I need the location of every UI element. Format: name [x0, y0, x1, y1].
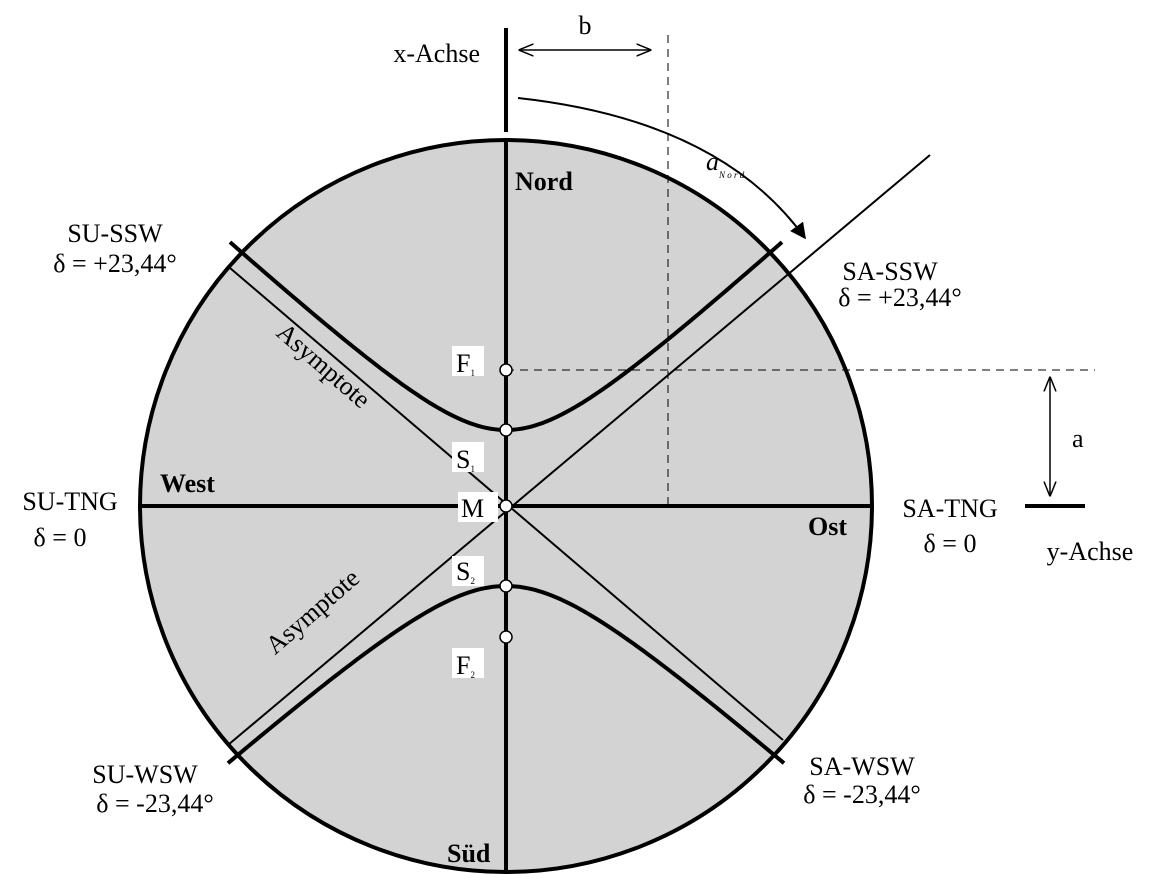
label: SA-SSW — [842, 257, 938, 286]
label: δ = -23,44° — [96, 789, 213, 818]
label: Süd — [447, 839, 491, 868]
label: δ = -23,44° — [803, 780, 920, 809]
label: Nord — [515, 167, 573, 196]
label: y-Achse — [1047, 537, 1134, 566]
label: b — [579, 11, 592, 40]
label: M — [461, 494, 484, 523]
azimuth-arrow — [517, 97, 806, 240]
label: SU-TNG — [22, 487, 117, 516]
label: δ = +23,44° — [53, 249, 176, 278]
label: SU-WSW — [92, 760, 198, 789]
label: aN o r d — [706, 147, 745, 180]
label: SA-TNG — [902, 494, 997, 523]
label: SU-SSW — [67, 219, 163, 248]
asymptote — [227, 154, 931, 746]
label: a — [1072, 424, 1084, 453]
label: δ = 0 — [924, 529, 977, 558]
label: Ost — [808, 512, 847, 541]
label: S1 — [456, 445, 475, 474]
label: West — [160, 469, 215, 498]
points — [452, 346, 513, 678]
label: x-Achse — [393, 39, 480, 68]
label: S2 — [456, 557, 475, 586]
label: F2 — [456, 651, 475, 680]
label: SA-WSW — [809, 752, 915, 781]
label: δ = 0 — [34, 523, 87, 552]
label: δ = +23,44° — [838, 283, 961, 312]
label: F1 — [456, 349, 475, 378]
